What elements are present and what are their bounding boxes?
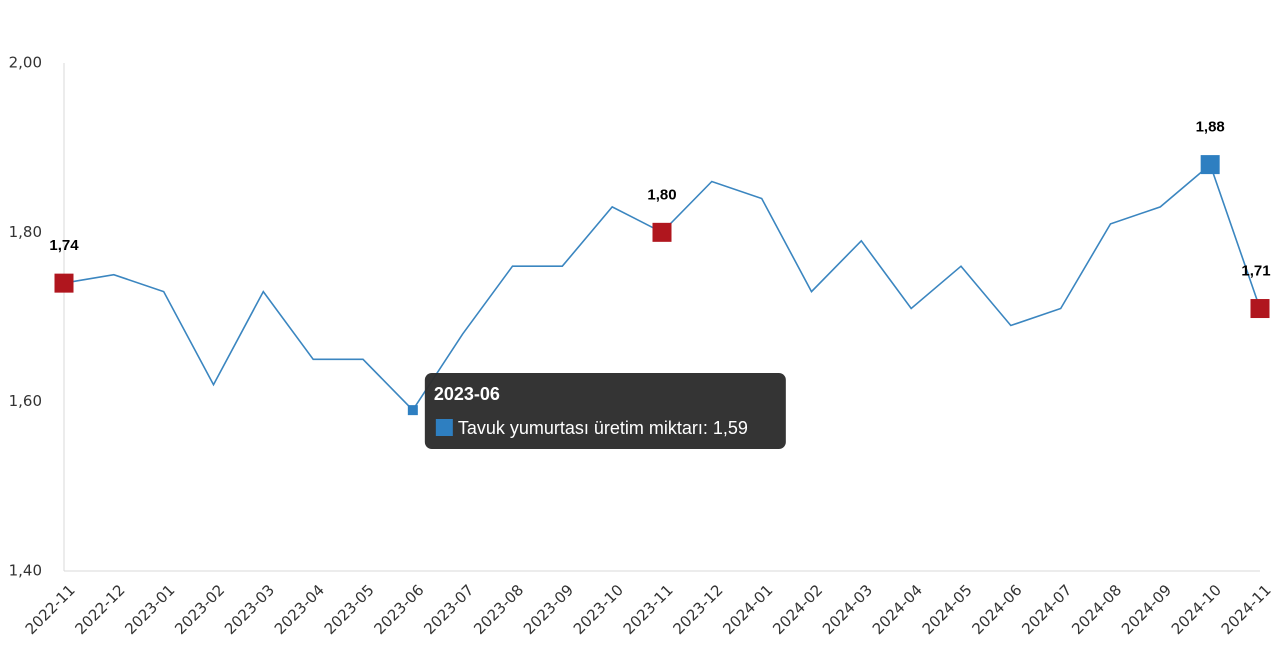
x-tick-label: 2024-01	[719, 581, 776, 638]
x-tick-label: 2024-06	[969, 581, 1026, 638]
x-tick-label: 2024-05	[919, 581, 976, 638]
data-label: 1,88	[1196, 119, 1225, 136]
data-point[interactable]	[955, 260, 967, 272]
data-point[interactable]	[855, 235, 867, 247]
x-tick-label: 2023-07	[420, 581, 477, 638]
data-point[interactable]	[457, 328, 469, 340]
data-label: 1,74	[49, 237, 79, 254]
data-point[interactable]	[158, 286, 170, 298]
y-tick-label: 1,40	[9, 562, 42, 580]
x-tick-label: 2024-10	[1168, 581, 1225, 638]
y-tick-label: 1,60	[9, 392, 42, 410]
highlight-marker[interactable]	[652, 222, 672, 242]
tooltip-title: 2023-06	[434, 384, 500, 404]
y-tick-label: 2,00	[9, 54, 42, 72]
x-tick-label: 2024-09	[1118, 581, 1175, 638]
data-point[interactable]	[108, 269, 120, 281]
x-tick-label: 2023-10	[570, 581, 627, 638]
hovered-point-marker[interactable]	[407, 405, 418, 416]
y-tick-label: 1,80	[9, 223, 42, 241]
tooltip-text: Tavuk yumurtası üretim miktarı: 1,59	[458, 418, 748, 438]
x-tick-label: 2023-05	[321, 581, 378, 638]
x-tick-label: 2023-11	[620, 581, 677, 638]
x-tick-label: 2023-12	[670, 581, 727, 638]
x-tick-label: 2023-01	[121, 581, 178, 638]
data-point[interactable]	[357, 353, 369, 365]
data-point[interactable]	[756, 192, 768, 204]
x-tick-label: 2023-06	[371, 581, 428, 638]
data-point[interactable]	[806, 286, 818, 298]
highlight-marker[interactable]	[1200, 155, 1220, 175]
data-point[interactable]	[905, 303, 917, 315]
data-point[interactable]	[1105, 218, 1117, 230]
x-tick-label: 2024-02	[769, 581, 826, 638]
highlight-marker[interactable]	[1250, 299, 1270, 319]
data-point[interactable]	[606, 201, 618, 213]
data-label: 1,71	[1241, 263, 1270, 280]
x-tick-label: 2023-02	[171, 581, 228, 638]
x-tick-label: 2023-08	[470, 581, 527, 638]
data-point[interactable]	[257, 286, 269, 298]
data-point[interactable]	[208, 379, 220, 391]
tooltip-box	[424, 373, 786, 449]
data-point[interactable]	[307, 353, 319, 365]
data-label: 1,80	[647, 186, 676, 203]
x-tick-label: 2024-11	[1218, 581, 1275, 638]
data-point[interactable]	[507, 260, 519, 272]
x-tick-label: 2024-04	[869, 581, 926, 638]
data-point[interactable]	[1005, 319, 1017, 331]
x-tick-label: 2023-03	[221, 581, 278, 638]
data-point[interactable]	[1055, 303, 1067, 315]
x-tick-label: 2022-11	[22, 581, 79, 638]
x-tick-label: 2024-08	[1068, 581, 1125, 638]
x-tick-label: 2024-07	[1018, 581, 1075, 638]
x-tick-label: 2023-04	[271, 581, 328, 638]
x-tick-label: 2024-03	[819, 581, 876, 638]
tooltip-swatch	[435, 419, 453, 436]
data-point[interactable]	[1154, 201, 1166, 213]
data-point[interactable]	[556, 260, 568, 272]
highlight-marker[interactable]	[54, 273, 74, 293]
data-point[interactable]	[706, 176, 718, 188]
x-tick-label: 2023-09	[520, 581, 577, 638]
x-tick-label: 2022-12	[72, 581, 129, 638]
